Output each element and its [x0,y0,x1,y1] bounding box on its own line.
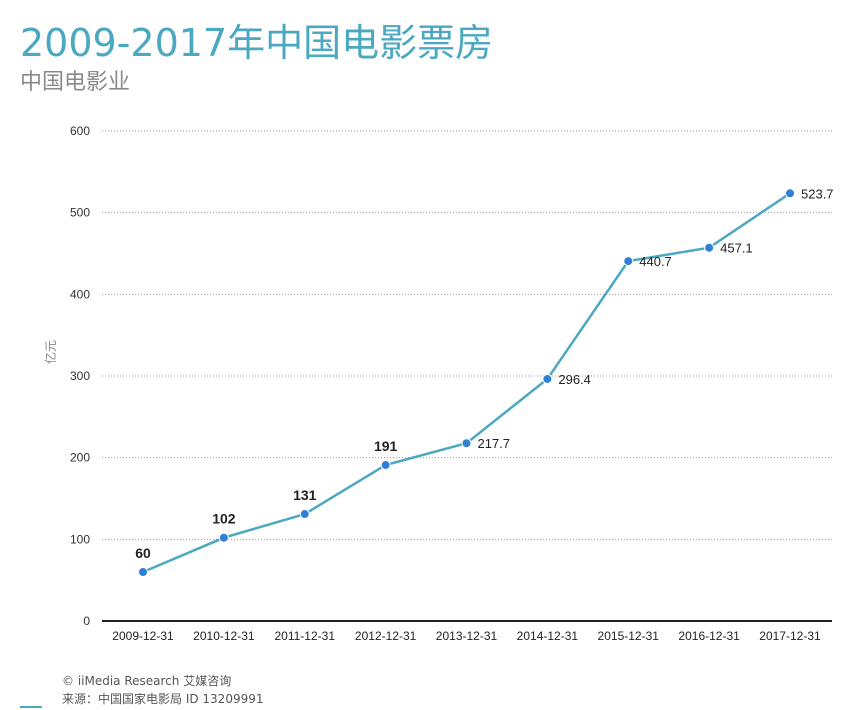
source-text: 来源：中国国家电影局 ID 13209991 [62,692,264,706]
x-tick-label: 2011-12-31 [275,629,336,643]
x-tick-label: 2017-12-31 [759,629,821,643]
y-tick-label: 100 [70,532,90,546]
y-tick-label: 500 [70,206,90,220]
x-tick-label: 2009-12-31 [112,629,174,643]
data-label: 102 [212,511,236,527]
data-label: 296.4 [558,372,591,387]
data-label: 131 [293,487,317,503]
data-point [704,242,715,253]
data-point [218,532,229,543]
data-point [380,460,391,471]
data-point [785,188,795,199]
data-point [461,438,472,449]
data-label: 457.1 [720,241,753,256]
data-label: 217.7 [478,436,511,451]
data-label: 60 [135,545,151,561]
data-point [623,256,634,267]
x-tick-label: 2014-12-31 [517,629,579,643]
data-label: 440.7 [639,254,672,269]
series-line [141,192,792,574]
y-tick-label: 600 [70,124,90,138]
x-tick-label: 2012-12-31 [355,629,417,643]
x-tick-label: 2013-12-31 [436,629,498,643]
y-axis-label: 亿元 [43,340,58,364]
x-tick-label: 2016-12-31 [678,629,740,643]
data-label: 191 [374,438,398,454]
chart-title: 2009-2017年中国电影票房 [20,21,494,65]
data-point [299,509,310,520]
y-tick-label: 400 [70,287,90,301]
data-point [542,373,553,384]
y-tick-label: 200 [70,451,90,465]
chart-subtitle: 中国电影业 [20,70,131,95]
accent-bar [20,706,42,708]
data-point [138,567,148,577]
copyright-text: © iiMedia Research 艾媒咨询 [62,674,232,688]
line-chart: 0 100 200 300 400 500 600 亿元 2009-12-31 2010-12-3… [43,124,834,643]
x-tick-label: 2010-12-31 [193,629,255,643]
y-tick-label: 0 [83,614,90,628]
y-tick-label: 300 [70,369,90,383]
x-tick-label: 2015-12-31 [598,629,660,643]
data-label: 523.7 [801,186,834,201]
